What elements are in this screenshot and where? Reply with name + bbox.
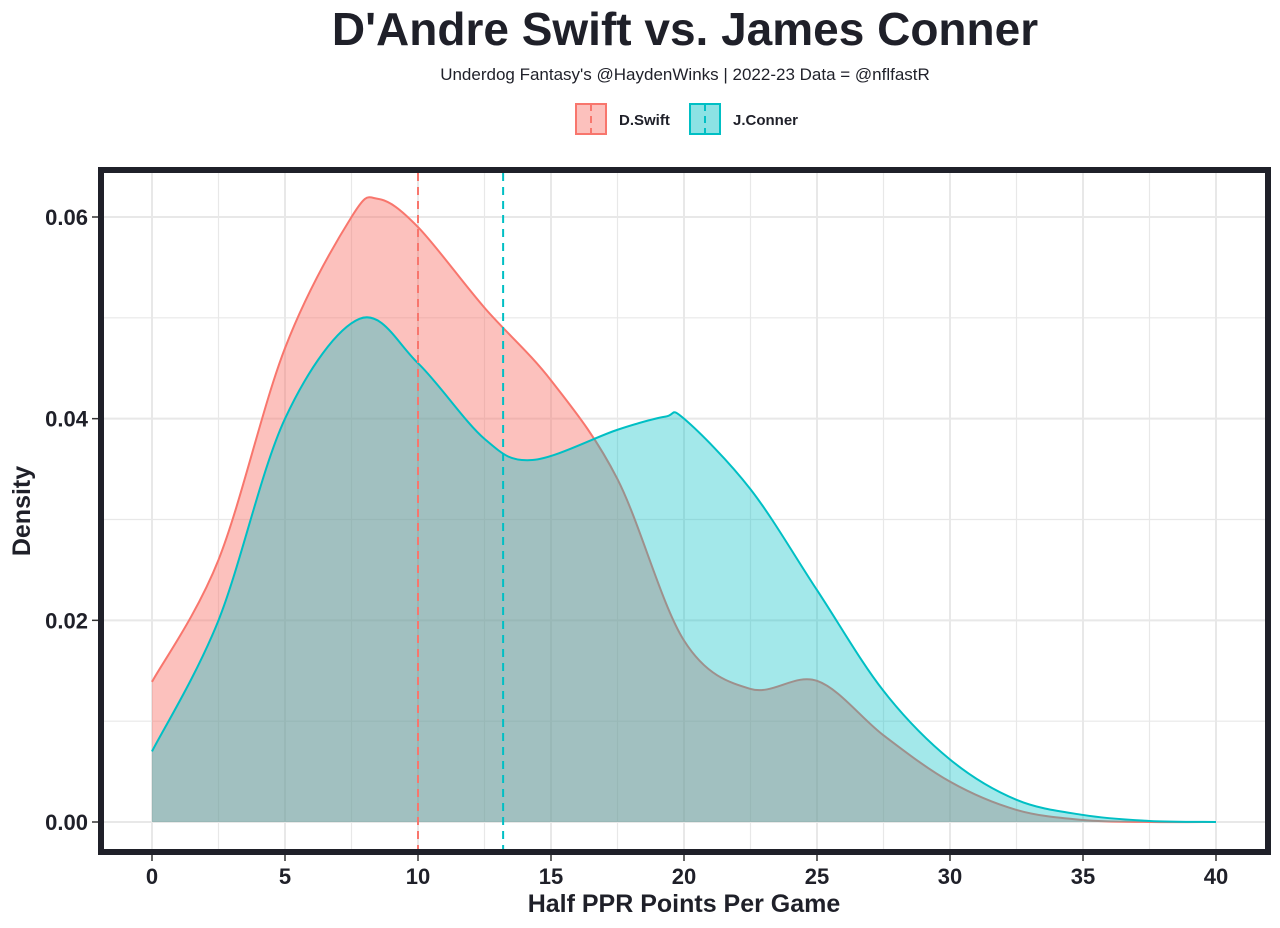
legend-item-d-swift: D.Swift: [575, 103, 670, 135]
legend-label: J.Conner: [733, 112, 798, 129]
legend: D.Swift J.Conner: [575, 103, 798, 135]
y-tick-label: 0.00: [45, 810, 88, 835]
y-axis: 0.00 0.02 0.04 0.06: [45, 205, 98, 835]
y-tick-label: 0.02: [45, 608, 88, 633]
grid: [101, 170, 1268, 852]
x-tick-label: 30: [938, 864, 962, 889]
x-tick-label: 20: [672, 864, 696, 889]
x-tick-label: 5: [279, 864, 291, 889]
panel-border: [98, 167, 1271, 855]
chart-title: D'Andre Swift vs. James Conner: [332, 3, 1038, 55]
x-tick-label: 35: [1071, 864, 1095, 889]
density-line-d-swift: [151, 196, 1217, 824]
chart-subtitle: Underdog Fantasy's @HaydenWinks | 2022-2…: [440, 65, 930, 84]
legend-label: D.Swift: [619, 112, 670, 129]
y-tick-label: 0.04: [45, 407, 89, 432]
x-tick-label: 10: [406, 864, 430, 889]
x-tick-label: 15: [539, 864, 563, 889]
y-axis-label: Density: [8, 466, 36, 556]
x-tick-label: 25: [805, 864, 829, 889]
density-line-j-conner: [151, 316, 1217, 823]
x-tick-label: 40: [1204, 864, 1228, 889]
x-tick-label: 0: [146, 864, 158, 889]
median-lines: [417, 173, 505, 849]
x-axis: 0 5 10 15 20 25 30 35 40: [146, 855, 1228, 889]
legend-item-j-conner: J.Conner: [689, 103, 798, 135]
x-axis-label: Half PPR Points Per Game: [528, 890, 841, 918]
y-tick-label: 0.06: [45, 205, 88, 230]
